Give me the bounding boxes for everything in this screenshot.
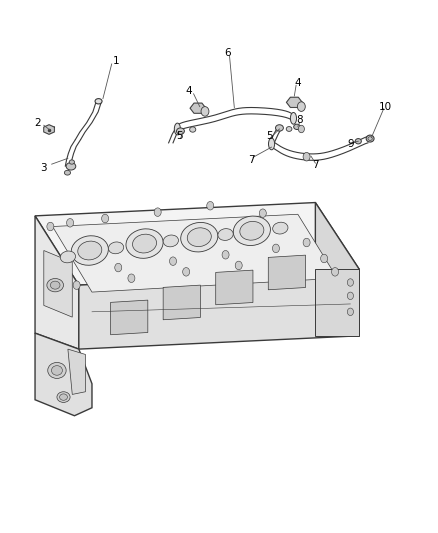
Text: 10: 10 [379,102,392,111]
Ellipse shape [268,138,275,150]
Polygon shape [35,216,79,349]
Polygon shape [53,214,337,292]
Ellipse shape [71,236,108,265]
Polygon shape [79,269,359,349]
Polygon shape [268,255,305,290]
Circle shape [67,219,74,227]
Text: 3: 3 [40,163,47,173]
Ellipse shape [126,229,163,259]
Circle shape [303,152,310,161]
Circle shape [102,214,109,223]
Circle shape [347,292,353,300]
Text: 6: 6 [224,49,231,58]
Ellipse shape [218,229,233,240]
Ellipse shape [190,127,196,132]
Polygon shape [315,269,359,336]
Text: 9: 9 [347,139,354,149]
Polygon shape [44,125,54,134]
Ellipse shape [95,99,102,104]
Circle shape [321,254,328,263]
Polygon shape [44,251,72,317]
Circle shape [154,208,161,216]
Ellipse shape [133,234,156,253]
Text: 7: 7 [312,160,319,170]
Circle shape [332,268,339,276]
Circle shape [170,257,177,265]
Text: 5: 5 [266,131,273,141]
Ellipse shape [368,136,372,140]
Polygon shape [35,333,92,416]
Circle shape [272,244,279,253]
Ellipse shape [69,160,74,164]
Ellipse shape [187,228,211,247]
Ellipse shape [177,128,184,134]
Ellipse shape [290,112,297,124]
Polygon shape [216,270,253,305]
Ellipse shape [293,124,300,130]
Ellipse shape [66,163,76,170]
Ellipse shape [50,281,60,289]
Text: 4: 4 [185,86,192,95]
Circle shape [303,238,310,247]
Ellipse shape [52,366,63,375]
Polygon shape [190,103,206,114]
Ellipse shape [286,126,292,132]
Circle shape [235,261,242,270]
Ellipse shape [174,123,180,135]
Circle shape [259,209,266,217]
Circle shape [347,279,353,286]
Ellipse shape [181,222,218,252]
Ellipse shape [163,235,178,247]
Circle shape [297,102,305,111]
Text: 1: 1 [113,56,120,66]
Circle shape [183,268,190,276]
Text: 5: 5 [176,131,183,141]
Circle shape [298,125,304,133]
Polygon shape [163,285,200,320]
Text: 4: 4 [294,78,301,87]
Polygon shape [35,203,359,285]
Ellipse shape [60,394,67,400]
Ellipse shape [233,216,270,246]
Ellipse shape [366,135,374,142]
Polygon shape [68,349,85,394]
Polygon shape [315,203,359,336]
Ellipse shape [109,242,124,254]
Circle shape [207,201,214,210]
Ellipse shape [276,125,283,131]
Ellipse shape [48,362,66,378]
Ellipse shape [47,278,64,292]
Circle shape [347,308,353,316]
Circle shape [47,222,54,231]
Ellipse shape [64,171,71,175]
Circle shape [128,274,135,282]
Ellipse shape [273,222,288,234]
Ellipse shape [355,139,361,144]
Polygon shape [286,97,302,108]
Circle shape [73,281,80,289]
Ellipse shape [60,251,75,263]
Text: 8: 8 [297,115,304,125]
Circle shape [201,107,209,116]
Polygon shape [110,300,148,335]
Circle shape [115,263,122,272]
Ellipse shape [57,392,70,402]
Text: 7: 7 [248,155,255,165]
Ellipse shape [240,221,264,240]
Ellipse shape [78,241,102,260]
Text: 2: 2 [34,118,41,127]
Circle shape [222,251,229,259]
